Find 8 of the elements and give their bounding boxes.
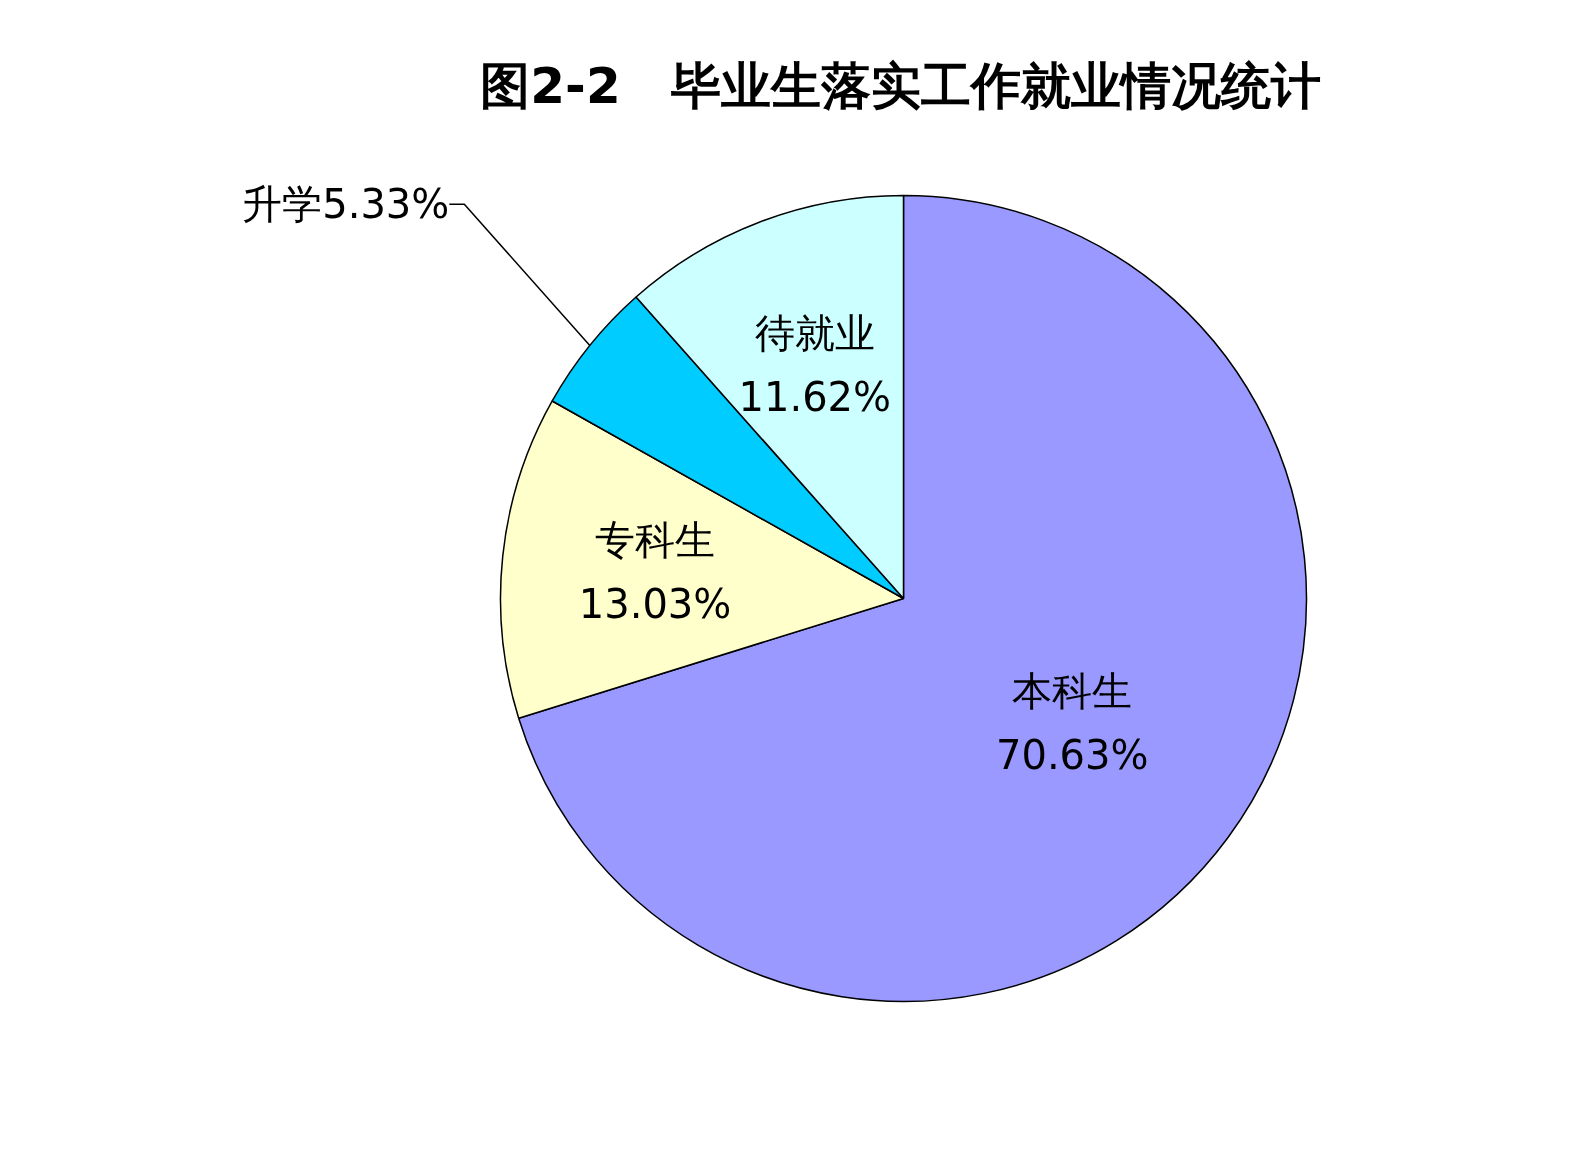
data-label: 70.63% (995, 731, 1149, 778)
data-label: 13.03% (578, 581, 732, 628)
slice-label: 本科生 (1012, 667, 1133, 714)
data-label: 11.62% (738, 374, 892, 421)
slice-label: 升学5.33% (242, 181, 450, 228)
chart-title: 图2-2 毕业生落实工作就业情况统计 (480, 56, 1321, 115)
slice-label: 专科生 (595, 517, 716, 564)
slice-label: 待就业 (754, 309, 875, 356)
